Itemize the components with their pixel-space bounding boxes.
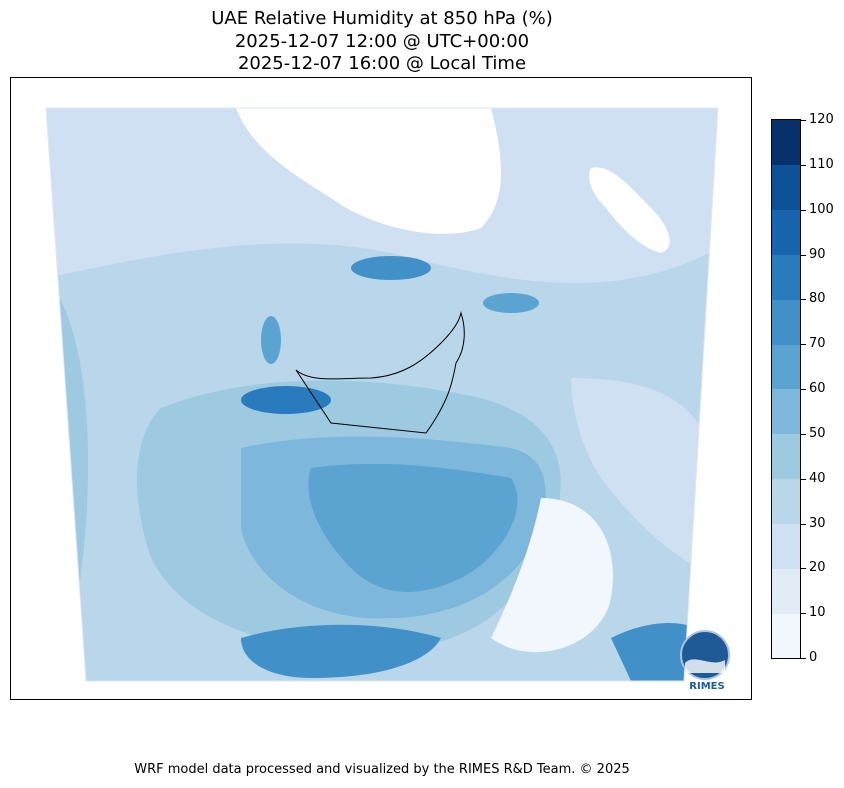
- rimes-logo: RIMES: [680, 630, 730, 692]
- colorbar-tick-mark: [801, 568, 806, 569]
- colorbar-tick-label: 20: [809, 560, 826, 575]
- colorbar-tick-mark: [801, 344, 806, 345]
- colorbar-segment-60-70: [772, 344, 800, 390]
- model-domain-outline: [45, 107, 719, 682]
- colorbar-tick-label: 100: [809, 202, 834, 217]
- colorbar-tick-mark: [801, 255, 806, 256]
- colorbar-tick-mark: [801, 389, 806, 390]
- chart-title: UAE Relative Humidity at 850 hPa (%): [211, 8, 553, 29]
- local-time-label: 2025-12-07 16:00 @ Local Time: [237, 53, 527, 74]
- band-70-80-south: [241, 624, 441, 678]
- colorbar-segment-0-10: [772, 613, 800, 659]
- missing-data-north: [236, 108, 501, 234]
- moist-patch-gulf: [351, 256, 431, 280]
- colorbar: [771, 119, 801, 659]
- colorbar-tick-label: 110: [809, 157, 834, 172]
- moist-patch-island: [261, 316, 281, 364]
- colorbar-segment-90-100: [772, 209, 800, 255]
- colorbar-tick-mark: [801, 613, 806, 614]
- colorbar-tick-mark: [801, 165, 806, 166]
- band-60-70-central: [308, 463, 518, 592]
- colorbar-tick-label: 40: [809, 471, 826, 486]
- colorbar-segment-110-120: [772, 120, 800, 166]
- map-panel: RIMES: [10, 77, 752, 700]
- uae-boundary: [295, 311, 465, 434]
- colorbar-segment-40-50: [772, 433, 800, 480]
- footer-credit: WRF model data processed and visualized …: [134, 762, 630, 777]
- colorbar-tick-mark: [801, 479, 806, 480]
- colorbar-tick-label: 80: [809, 291, 826, 306]
- colorbar-tick-label: 60: [809, 381, 826, 396]
- colorbar-segment-100-110: [772, 164, 800, 211]
- humidity-field: [46, 108, 718, 681]
- colorbar-tick-mark: [801, 299, 806, 300]
- colorbar-tick-mark: [801, 120, 806, 121]
- colorbar-tick-label: 0: [809, 650, 818, 665]
- colorbar-tick-mark: [801, 658, 806, 659]
- missing-data-islands: [589, 167, 670, 253]
- moist-patch-north-east: [483, 293, 539, 313]
- colorbar-segment-70-80: [772, 299, 800, 345]
- colorbar-tick-label: 120: [809, 112, 834, 127]
- colorbar-segment-10-20: [772, 568, 800, 614]
- colorbar-segment-80-90: [772, 254, 800, 300]
- colorbar-segment-20-30: [772, 523, 800, 569]
- colorbar-tick-label: 70: [809, 336, 826, 351]
- band-0-10-east: [491, 498, 613, 653]
- colorbar-tick-mark: [801, 434, 806, 435]
- colorbar-tick-mark: [801, 210, 806, 211]
- colorbar-segment-50-60: [772, 389, 800, 435]
- humidity-map: RIMES: [45, 107, 730, 692]
- moist-patch-coast: [241, 386, 331, 414]
- colorbar-tick-label: 90: [809, 247, 826, 262]
- band-20-30-east: [571, 378, 718, 578]
- colorbar-segment-30-40: [772, 478, 800, 524]
- svg-text:RIMES: RIMES: [689, 681, 724, 692]
- colorbar-tick-label: 50: [809, 426, 826, 441]
- colorbar-tick-mark: [801, 524, 806, 525]
- colorbar-tick-label: 30: [809, 516, 826, 531]
- utc-time-label: 2025-12-07 12:00 @ UTC+00:00: [234, 31, 530, 52]
- colorbar-tick-label: 10: [809, 605, 826, 620]
